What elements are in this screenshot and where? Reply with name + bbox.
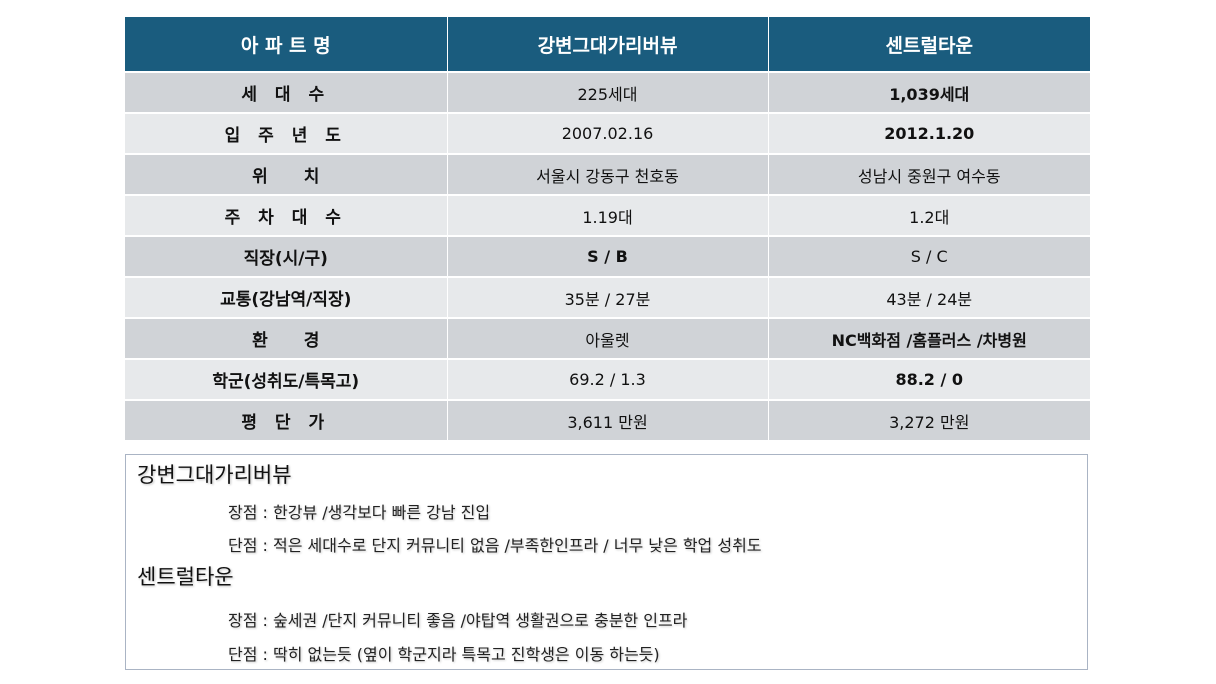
table-row: 세 대 수 225세대 1,039세대 — [125, 72, 1090, 114]
row-label-workplace: 직장(시/구) — [125, 236, 448, 278]
cell-apt1-commute: 35분 / 27분 — [447, 277, 769, 319]
notes-box: 강변그대가리버뷰 장점 : 한강뷰 /생각보다 빠른 강남 진입 단점 : 적은… — [125, 454, 1088, 670]
cell-apt2-workplace: S / C — [768, 236, 1090, 278]
cell-apt1-parking: 1.19대 — [447, 195, 769, 237]
table-row: 학군(성취도/특목고) 69.2 / 1.3 88.2 / 0 — [125, 359, 1090, 401]
table-row: 직장(시/구) S / B S / C — [125, 236, 1090, 278]
cell-apt1-move-in-date: 2007.02.16 — [447, 113, 769, 155]
header-apt1: 강변그대가리버뷰 — [447, 17, 769, 73]
row-label-environment: 환경 — [125, 318, 448, 360]
table-row: 주 차 대 수 1.19대 1.2대 — [125, 195, 1090, 237]
cell-apt2-school-district: 88.2 / 0 — [768, 359, 1090, 401]
cell-apt1-price-per-pyeong: 3,611 만원 — [447, 400, 769, 442]
comparison-table: 아 파 트 명 강변그대가리버뷰 센트럴타운 세 대 수 225세대 1,039… — [125, 17, 1090, 442]
apt2-pros: 장점 : 숲세권 /단지 커뮤니티 좋음 /야탑역 생활권으로 충분한 인프라 — [228, 611, 688, 630]
cell-apt2-environment: NC백화점 /홈플러스 /차병원 — [768, 318, 1090, 360]
cell-apt1-environment: 아울렛 — [447, 318, 769, 360]
cell-apt1-households: 225세대 — [447, 72, 769, 114]
table-row: 위치 서울시 강동구 천호동 성남시 중원구 여수동 — [125, 154, 1090, 196]
header-apartment-name: 아 파 트 명 — [125, 17, 448, 73]
cell-apt1-location: 서울시 강동구 천호동 — [447, 154, 769, 196]
apt2-notes-title: 센트럴타운 — [137, 565, 234, 589]
cell-apt2-parking: 1.2대 — [768, 195, 1090, 237]
cell-apt2-commute: 43분 / 24분 — [768, 277, 1090, 319]
cell-apt1-school-district: 69.2 / 1.3 — [447, 359, 769, 401]
apt1-cons: 단점 : 적은 세대수로 단지 커뮤니티 없음 /부족한인프라 / 너무 낮은 … — [228, 536, 762, 555]
row-label-school-district: 학군(성취도/특목고) — [125, 359, 448, 401]
table-row: 환경 아울렛 NC백화점 /홈플러스 /차병원 — [125, 318, 1090, 360]
cell-apt1-workplace: S / B — [447, 236, 769, 278]
table-header-row: 아 파 트 명 강변그대가리버뷰 센트럴타운 — [125, 17, 1090, 73]
row-label-move-in-date: 입 주 년 도 — [125, 113, 448, 155]
cell-apt2-price-per-pyeong: 3,272 만원 — [768, 400, 1090, 442]
cell-apt2-move-in-date: 2012.1.20 — [768, 113, 1090, 155]
table-row: 교통(강남역/직장) 35분 / 27분 43분 / 24분 — [125, 277, 1090, 319]
cell-apt2-location: 성남시 중원구 여수동 — [768, 154, 1090, 196]
table-row: 평 단 가 3,611 만원 3,272 만원 — [125, 400, 1090, 442]
row-label-parking: 주 차 대 수 — [125, 195, 448, 237]
apt2-cons: 단점 : 딱히 없는듯 (옆이 학군지라 특목고 진학생은 이동 하는듯) — [228, 645, 660, 664]
apt1-notes-title: 강변그대가리버뷰 — [137, 463, 292, 487]
row-label-location: 위치 — [125, 154, 448, 196]
apt1-pros: 장점 : 한강뷰 /생각보다 빠른 강남 진입 — [228, 503, 491, 522]
table-row: 입 주 년 도 2007.02.16 2012.1.20 — [125, 113, 1090, 155]
row-label-households: 세 대 수 — [125, 72, 448, 114]
row-label-commute: 교통(강남역/직장) — [125, 277, 448, 319]
row-label-price-per-pyeong: 평 단 가 — [125, 400, 448, 442]
cell-apt2-households: 1,039세대 — [768, 72, 1090, 114]
header-apt2: 센트럴타운 — [768, 17, 1090, 73]
